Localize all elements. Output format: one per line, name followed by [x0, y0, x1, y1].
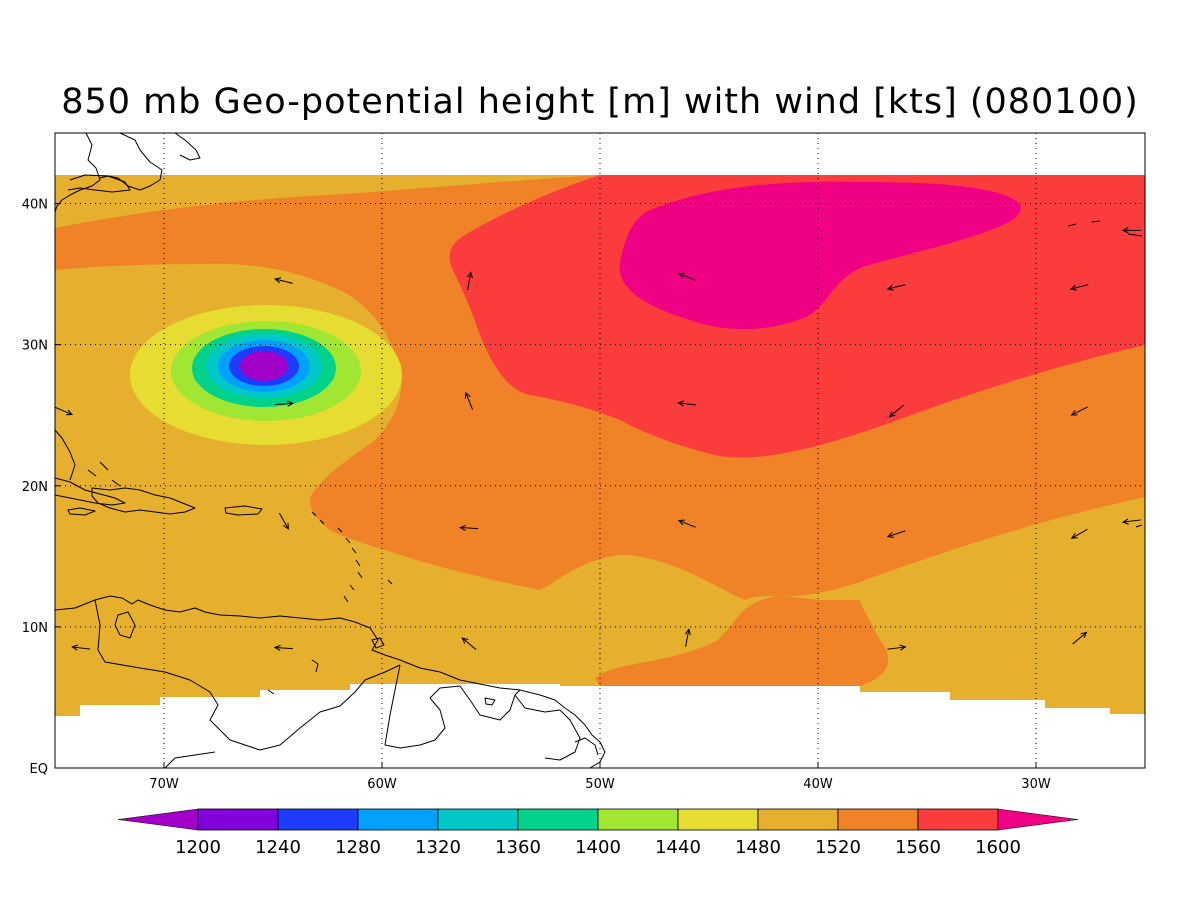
colorbar-swatch	[357, 808, 439, 831]
wind-arrow	[279, 512, 289, 530]
coastline-puerto-rico	[224, 505, 263, 516]
colorbar-label: 1360	[495, 837, 541, 858]
lat-tick-label: 30N	[22, 339, 48, 354]
colorbar-label: 1600	[975, 837, 1021, 858]
wind-arrow	[677, 272, 696, 281]
colorbar-label: 1440	[655, 837, 701, 858]
wind-arrow	[464, 391, 474, 410]
lon-tick-label: 30W	[1021, 777, 1051, 792]
coastline-newfoundland	[174, 133, 201, 161]
colorbar-label: 1200	[175, 837, 221, 858]
height-field	[55, 175, 1145, 716]
coastline-lake-maracaibo	[114, 611, 136, 639]
colorbar-label: 1480	[735, 837, 781, 858]
colorbar-overflow	[997, 808, 1079, 831]
field-band-1200-1240	[240, 351, 288, 381]
colorbar-swatch	[757, 808, 839, 831]
coastline-cuba	[55, 477, 126, 506]
wind-arrow	[274, 400, 295, 407]
wind-arrow	[466, 271, 473, 291]
grid	[55, 133, 1145, 768]
border-brazil-interior	[164, 709, 581, 768]
wind-arrow	[684, 628, 691, 648]
chart-title: 850 mb Geo-potential height [m] with win…	[61, 82, 1139, 122]
colorbar-swatch	[597, 808, 679, 831]
field-band-above-1600	[619, 181, 1021, 330]
border-venezuela-colombia	[94, 599, 281, 751]
wind-arrow	[461, 637, 477, 650]
wind-arrow	[887, 644, 907, 651]
colorbar-label: 1320	[415, 837, 461, 858]
colorbar-swatch	[837, 808, 919, 831]
wind-vectors	[55, 227, 1141, 651]
coastline-bahamas	[55, 429, 121, 487]
coastline-cape-verde	[1135, 524, 1143, 528]
coastline-hispaniola	[91, 487, 196, 515]
lat-tick-label: EQ	[30, 762, 48, 777]
coastline-nova-scotia	[67, 174, 131, 193]
wind-arrow	[886, 284, 906, 291]
border-suriname-french-guiana	[459, 685, 561, 721]
lat-tick-label: 40N	[22, 198, 48, 213]
coastline-amazon-mouth	[484, 697, 599, 756]
coastline-south-america	[55, 595, 606, 768]
colorbar-swatch	[277, 808, 359, 831]
colorbar-swatch	[917, 808, 999, 831]
coastline-lesser-antilles	[311, 511, 393, 603]
coastline-azores	[1067, 220, 1143, 237]
wind-arrow	[1069, 284, 1089, 291]
colorbar-swatch	[197, 808, 279, 831]
colorbar-underflow	[117, 808, 199, 831]
colorbar-swatch	[437, 808, 519, 831]
lon-tick-label: 50W	[585, 777, 615, 792]
colorbar-label: 1400	[575, 837, 621, 858]
colorbar-label: 1560	[895, 837, 941, 858]
lat-tick-label: 20N	[22, 480, 48, 495]
wind-arrow	[459, 524, 479, 531]
colorbar-label: 1240	[255, 837, 301, 858]
wind-arrow	[274, 277, 293, 284]
wind-arrow	[55, 406, 74, 416]
wind-arrow	[1070, 528, 1088, 539]
wind-arrow	[1121, 227, 1141, 234]
lon-tick-label: 60W	[367, 777, 397, 792]
axes: 70W 60W 50W 40W 30W EQ 10N 20N 30N 40N	[22, 198, 1051, 792]
wind-arrow	[1072, 631, 1088, 645]
wind-arrow	[1070, 406, 1088, 416]
wind-arrow	[888, 404, 904, 418]
wind-arrow	[677, 519, 696, 528]
lat-tick-label: 10N	[22, 621, 48, 636]
colorbar-swatch	[677, 808, 759, 831]
coastlines	[55, 133, 1143, 768]
wind-arrow	[71, 644, 91, 651]
lon-tick-label: 70W	[149, 777, 179, 792]
coastline-jamaica	[67, 507, 96, 516]
coastline-maritimes	[99, 133, 163, 191]
lon-tick-label: 40W	[803, 777, 833, 792]
coastline-trinidad	[267, 637, 385, 695]
wind-arrow	[273, 644, 293, 651]
colorbar: 1200 1240 1280 1320 1360 1400 1440 1480 1520 1560…	[117, 808, 1079, 858]
colorbar-label: 1280	[335, 837, 381, 858]
border-guyana-suriname	[384, 664, 461, 749]
colorbar-label: 1520	[815, 837, 861, 858]
coastline-north-america	[55, 133, 101, 213]
wind-arrow	[677, 400, 697, 407]
wind-arrow	[886, 530, 906, 538]
wind-arrow	[1121, 518, 1141, 525]
colorbar-swatch	[517, 808, 599, 831]
